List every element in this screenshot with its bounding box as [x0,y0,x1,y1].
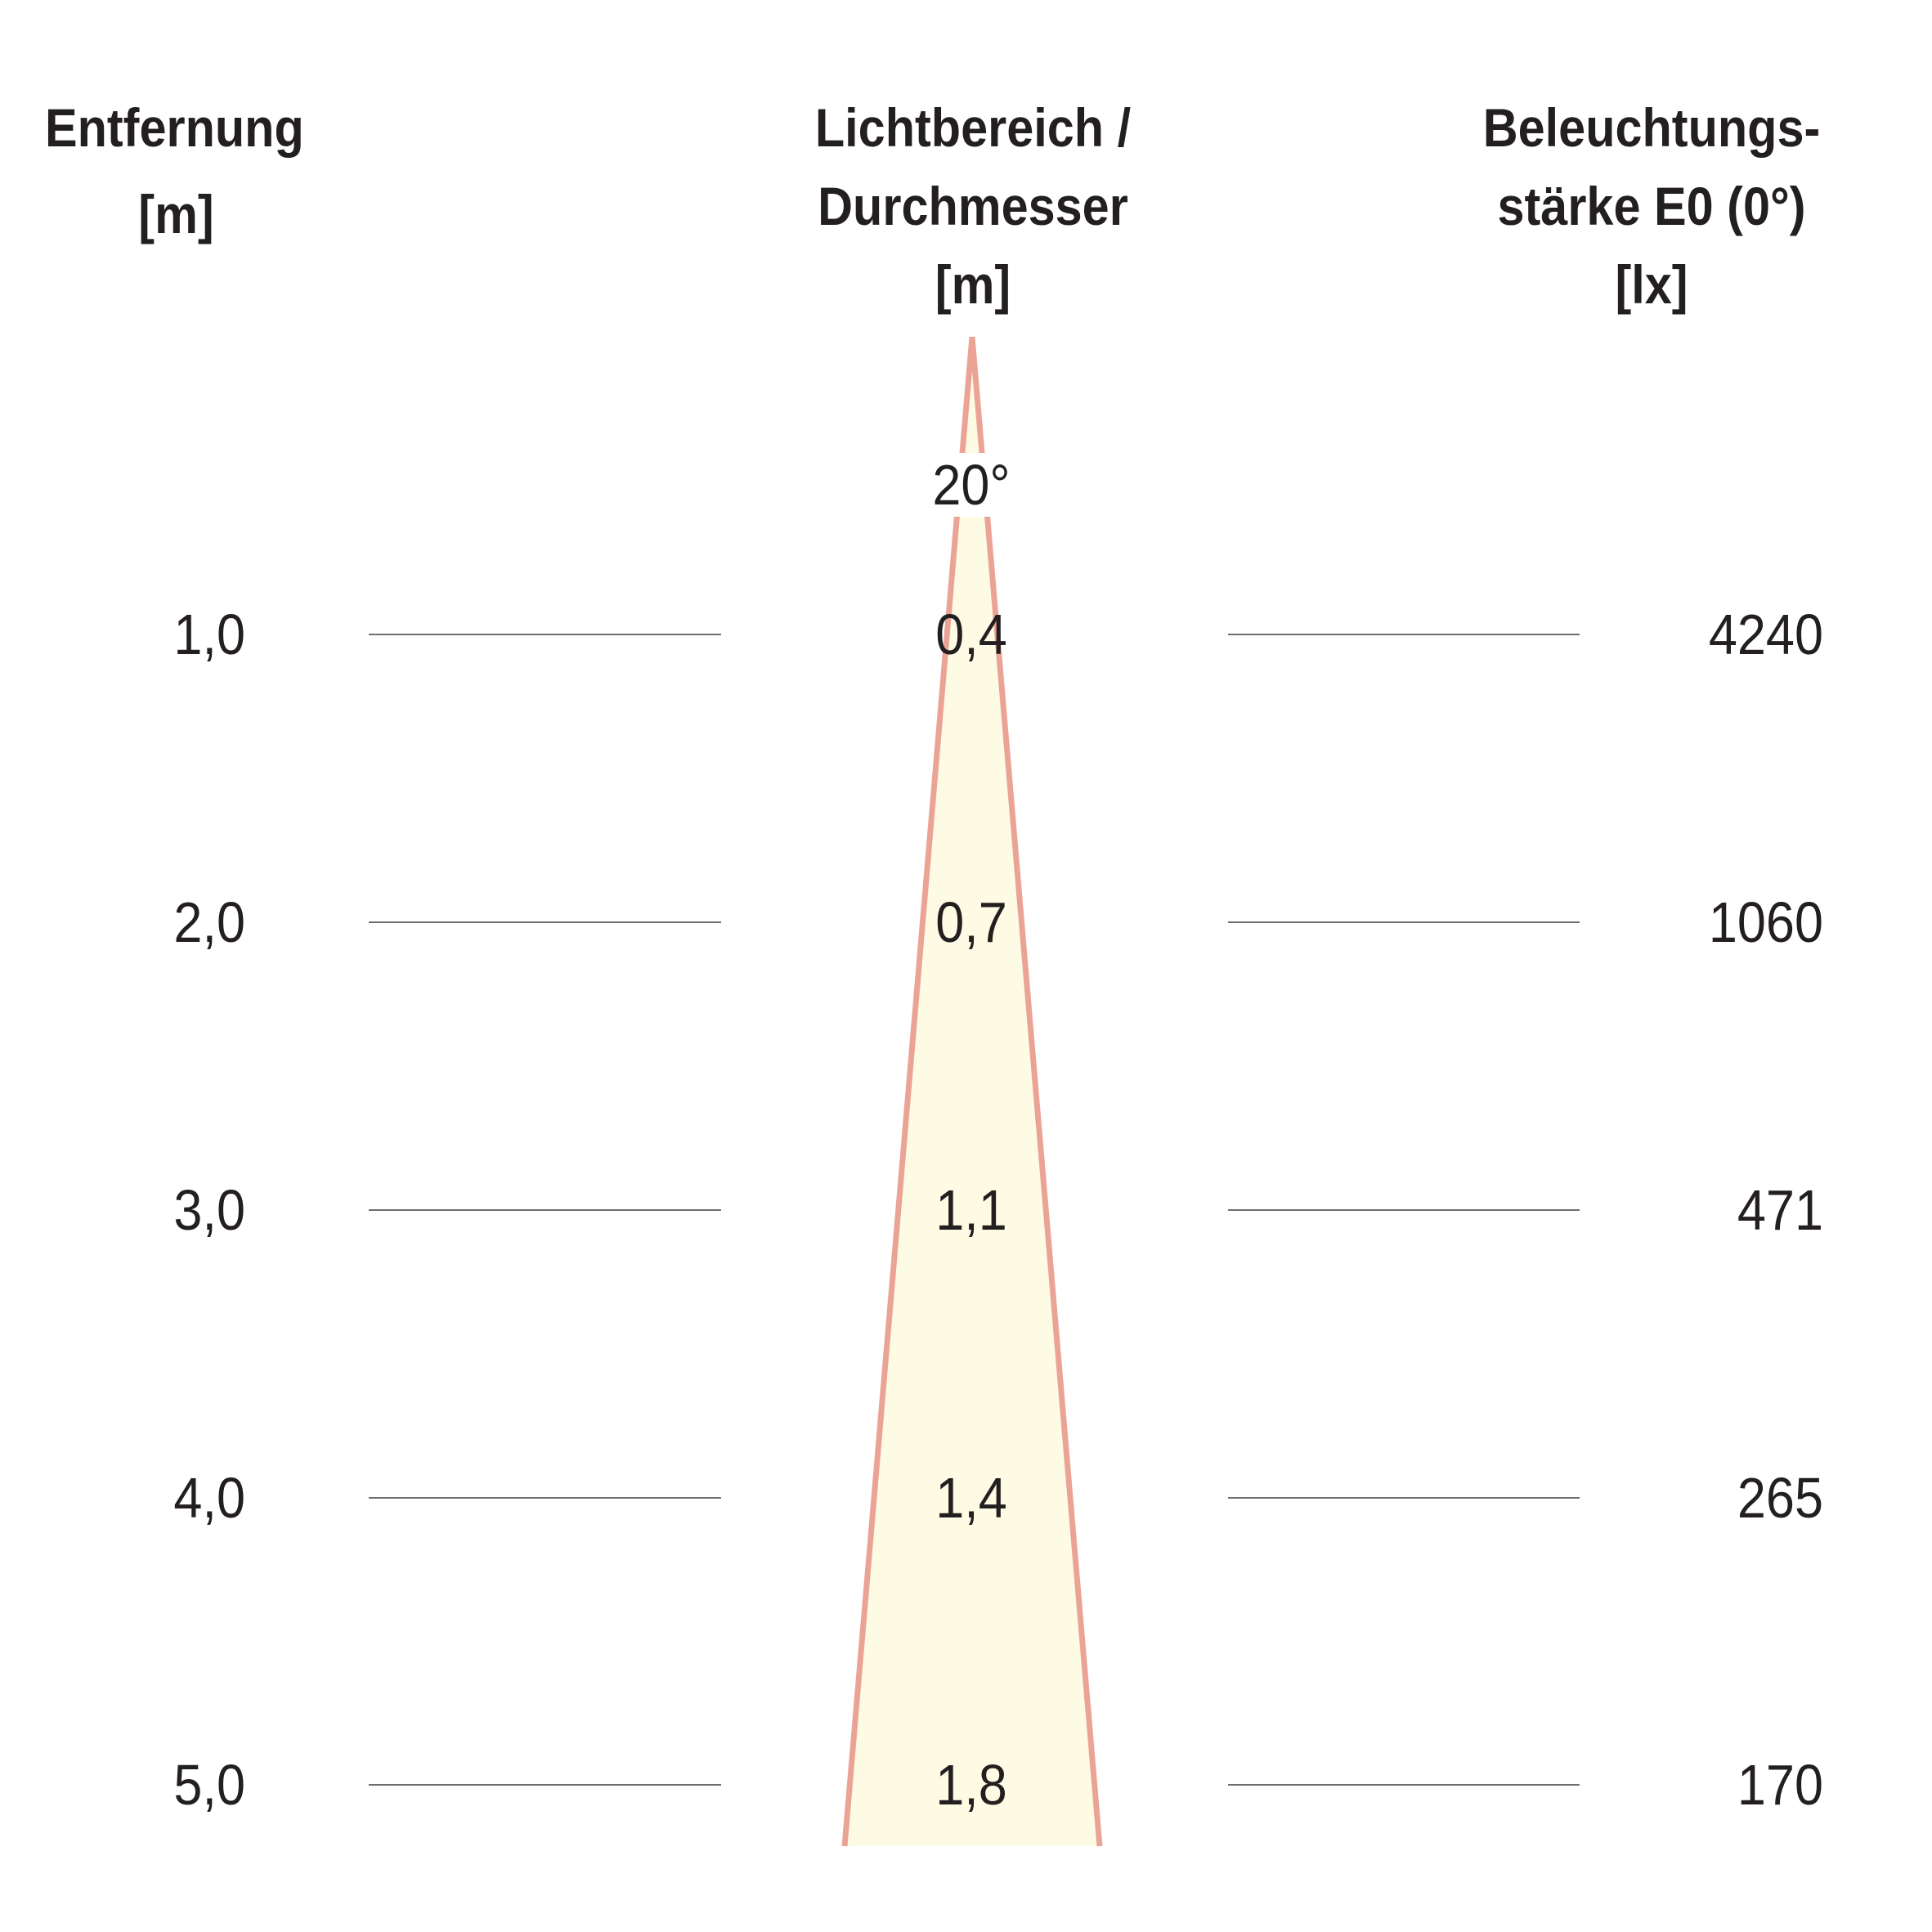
diameter-header-unit: [m] [935,254,1011,315]
diameter-value-3: 1,1 [935,1178,1007,1242]
diameter-value-1: 0,4 [935,603,1007,666]
distance-value-4: 4,0 [173,1466,245,1530]
distance-header: Entfernung [m] [45,88,354,253]
illuminance-header-line1: Beleuchtungs- [1482,97,1821,158]
distance-value-5: 5,0 [173,1753,245,1817]
illuminance-header: Beleuchtungs- stärke E0 (0°) [lx] [1409,88,1894,324]
diameter-value-4: 1,4 [935,1466,1007,1530]
diameter-header-line1: Lichtbereich / [814,97,1132,158]
distance-header-title: Entfernung [45,97,304,158]
beam-angle-label: 20° [898,452,1045,518]
distance-value-2: 2,0 [173,890,245,954]
diameter-value-5: 1,8 [935,1753,1007,1817]
illuminance-value-1: 4240 [1708,603,1823,666]
beam-cone-fill [844,342,1100,1846]
diameter-header-line2: Durchmesser [818,176,1128,236]
distance-value-3: 3,0 [173,1178,245,1242]
illuminance-header-line2: stärke E0 (0°) [1497,176,1806,236]
beam-edge-left [841,336,975,1847]
illuminance-value-3: 471 [1737,1178,1823,1242]
distance-value-1: 1,0 [173,603,245,666]
illuminance-value-4: 265 [1737,1466,1823,1530]
distance-header-unit: [m] [138,184,214,244]
diameter-header: Lichtbereich / Durchmesser [m] [752,88,1194,324]
beam-edge-right [969,336,1103,1847]
beam-angle-text: 20° [927,453,1015,517]
diameter-value-2: 0,7 [935,890,1007,954]
illuminance-value-5: 170 [1737,1753,1823,1817]
illuminance-header-unit: [lx] [1615,254,1688,315]
illuminance-value-2: 1060 [1708,890,1823,954]
